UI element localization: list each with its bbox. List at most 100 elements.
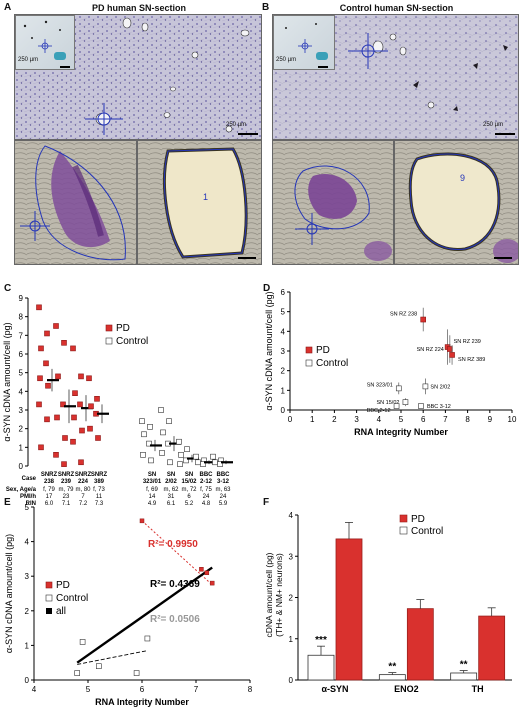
c-case-sex-age: m, 62 — [163, 487, 179, 493]
c-pd-point — [79, 427, 85, 434]
pd-inset-scale-label: 250 µm — [18, 57, 39, 63]
pd-laser-cut-hole — [137, 140, 262, 265]
c-pd-point — [60, 401, 66, 408]
e-r2-control: R²= 0.0506 — [150, 614, 200, 625]
c-pd-point — [62, 435, 68, 441]
d-control-point — [422, 383, 429, 390]
c-y-tick-label: 2 — [19, 425, 24, 434]
pd-overview-inset — [15, 15, 75, 70]
d-x-tick-label: 0 — [288, 415, 293, 424]
e-y-tick-label: 4 — [25, 538, 30, 547]
e-control-point — [144, 635, 151, 642]
c-case-sex-age: m, 79 — [58, 487, 74, 493]
c-case-pmi: 11 — [96, 494, 103, 500]
c-pd-point — [55, 373, 61, 380]
e-x-tick-label: 4 — [32, 685, 37, 694]
e-legend-all-label: all — [56, 606, 66, 617]
c-control-point — [166, 418, 172, 424]
pd-inset-scale-bar — [60, 66, 70, 68]
c-control-point — [147, 424, 153, 430]
c-pd-point — [70, 345, 76, 352]
e-control-point — [133, 670, 140, 676]
c-control-point — [193, 453, 199, 460]
d-point-label: SN RZ 389 — [458, 357, 485, 363]
c-case-number: 238 — [44, 479, 55, 485]
control-laser-cut-hole — [394, 140, 519, 265]
d-x-tick-label: 1 — [310, 415, 315, 424]
c-case-name: SN — [185, 472, 193, 478]
c-case-number: 2-12 — [200, 479, 213, 485]
c-pd-point — [72, 390, 78, 396]
d-pd-point — [449, 352, 455, 358]
d-y-tick-label: 0 — [281, 406, 286, 415]
c-pd-point — [87, 425, 93, 432]
e-control-point — [96, 663, 102, 669]
c-case-pmi: 23 — [63, 494, 70, 500]
c-case-number: 323/01 — [143, 479, 162, 485]
e-y-tick-label: 0 — [25, 676, 30, 685]
pd-main-scale-label: 250 µm — [226, 122, 247, 128]
c-case-number: 224 — [78, 479, 89, 485]
e-pd-point — [204, 570, 210, 575]
c-case-number: 2/02 — [165, 479, 177, 485]
c-case-pmi: 31 — [168, 494, 175, 500]
panel-label-c: C — [4, 283, 12, 294]
e-pd-point — [139, 518, 145, 524]
e-fit-line-control — [77, 650, 148, 665]
e-legend-pd-marker — [45, 581, 53, 589]
d-legend-control-label: Control — [316, 358, 348, 369]
c-case-name: BBC — [217, 472, 231, 478]
e-pd-point — [199, 567, 204, 572]
f-category-label: TH — [472, 684, 484, 694]
f-y-axis-label-line1: cDNA amount/cell (pg) — [264, 552, 274, 637]
f-y-tick-label: 0 — [289, 676, 294, 685]
c-case-rin: 6.1 — [167, 501, 176, 507]
e-pd-point — [209, 580, 215, 586]
c-pd-point — [78, 459, 84, 466]
c-row-header: RIN — [26, 501, 36, 507]
f-legend-pd-marker — [399, 514, 408, 523]
d-control-point — [418, 403, 424, 409]
c-legend-pd-label: PD — [116, 323, 130, 334]
c-case-sex-age: f, 79 — [43, 487, 55, 493]
c-case-rin: 4.8 — [202, 501, 211, 507]
panel-b-title: Control human SN-section — [339, 3, 454, 13]
c-pd-point — [53, 323, 59, 329]
e-y-tick-label: 3 — [25, 572, 30, 581]
chart-f: 0 1 2 3 4 cDNA amount/cell (pg) (TH+ & NM+ neu… — [264, 511, 512, 694]
panel-label-f: F — [263, 497, 270, 508]
c-y-tick-label: 7 — [19, 331, 24, 340]
c-y-axis-label: α-SYN cDNA amount/cell (pg) — [2, 322, 12, 441]
d-y-tick-label: 2 — [281, 367, 286, 376]
e-control-point — [74, 670, 80, 676]
f-legend-pd-label: PD — [411, 514, 425, 525]
c-control-point — [176, 438, 182, 445]
c-pd-point — [71, 414, 77, 421]
c-pd-point — [78, 373, 84, 380]
d-y-tick-label: 4 — [281, 327, 286, 336]
e-r2-all: R²= 0.4369 — [150, 579, 200, 590]
c-case-sex-age: f, 73 — [93, 487, 105, 493]
c-control-point — [160, 429, 166, 436]
e-legend-all-marker — [46, 608, 52, 614]
c-control-point — [159, 450, 165, 456]
e-y-tick-label: 1 — [25, 641, 30, 650]
c-case-sex-age: m, 80 — [75, 487, 91, 493]
pd-main-scale-bar — [238, 133, 258, 135]
c-case-rin: 6.0 — [45, 501, 54, 507]
c-control-point — [158, 407, 164, 413]
f-y-tick-label: 2 — [289, 594, 294, 603]
c-legend-control-marker — [105, 337, 113, 345]
d-x-tick-label: 7 — [443, 415, 448, 424]
c-case-rin: 7.1 — [62, 501, 71, 507]
c-control-point — [195, 459, 201, 466]
pd-closeup-scale-bar — [238, 257, 256, 259]
c-case-name: SN — [167, 472, 175, 478]
c-y-tick-label: 4 — [19, 387, 24, 396]
c-case-number: 15/02 — [181, 479, 197, 485]
d-x-tick-label: 8 — [465, 415, 470, 424]
chart-d: 0 1 2 3 4 5 6 0 1 2 3 4 5 6 7 8 9 10 RNA Integrity Number α… — [264, 288, 517, 437]
d-point-label: SN RZ 238 — [390, 312, 417, 318]
control-neuron-closeup — [272, 140, 394, 265]
c-y-tick-label: 9 — [19, 294, 24, 303]
